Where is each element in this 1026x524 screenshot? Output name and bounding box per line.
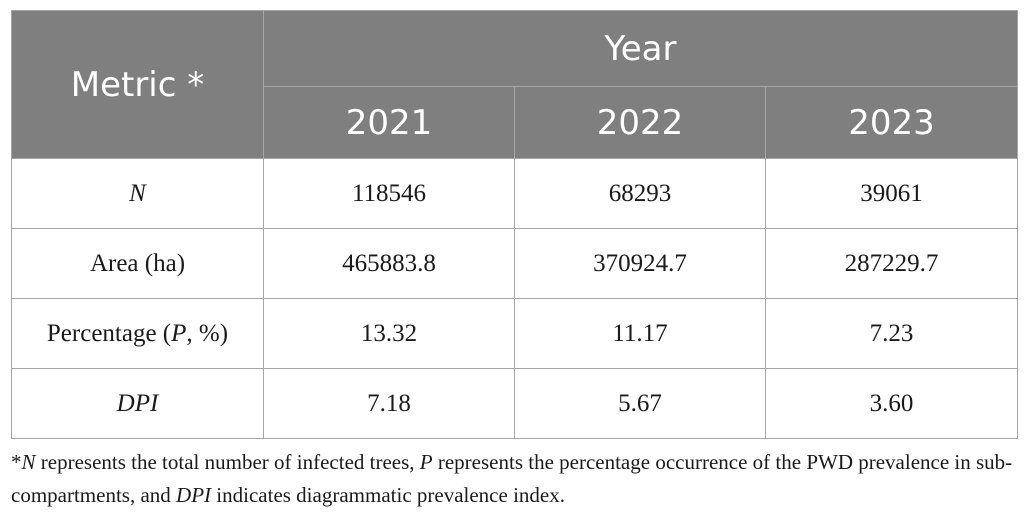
data-table: Metric * Year 2021 2022 2023 N 118546 68… bbox=[11, 10, 1018, 439]
table-cell: 68293 bbox=[514, 158, 766, 229]
table-row-n: N 118546 68293 39061 bbox=[11, 158, 1018, 229]
table-cell: 5.67 bbox=[514, 368, 766, 439]
table-cell: 3.60 bbox=[765, 368, 1018, 439]
table-row-dpi: DPI 7.18 5.67 3.60 bbox=[11, 368, 1018, 439]
table-cell: 13.32 bbox=[263, 298, 515, 369]
table-cell: 39061 bbox=[765, 158, 1018, 229]
table-row-percentage: Percentage (P, %) 13.32 11.17 7.23 bbox=[11, 298, 1018, 369]
row-label: Area (ha) bbox=[11, 228, 264, 299]
table-row-area: Area (ha) 465883.8 370924.7 287229.7 bbox=[11, 228, 1018, 299]
metric-header: Metric * bbox=[11, 10, 264, 159]
table-cell: 465883.8 bbox=[263, 228, 515, 299]
table-cell: 370924.7 bbox=[514, 228, 766, 299]
row-label: Percentage (P, %) bbox=[11, 298, 264, 369]
year-header: Year bbox=[263, 10, 1018, 87]
row-label: DPI bbox=[11, 368, 264, 439]
year-2021-header: 2021 bbox=[263, 86, 515, 159]
table-cell: 7.23 bbox=[765, 298, 1018, 369]
table-cell: 11.17 bbox=[514, 298, 766, 369]
year-2022-header: 2022 bbox=[514, 86, 766, 159]
row-label: N bbox=[11, 158, 264, 229]
table-cell: 7.18 bbox=[263, 368, 515, 439]
year-2023-header: 2023 bbox=[765, 86, 1018, 159]
table-footnote: *N represents the total number of infect… bbox=[11, 450, 1013, 507]
table-cell: 118546 bbox=[263, 158, 515, 229]
table-cell: 287229.7 bbox=[765, 228, 1018, 299]
